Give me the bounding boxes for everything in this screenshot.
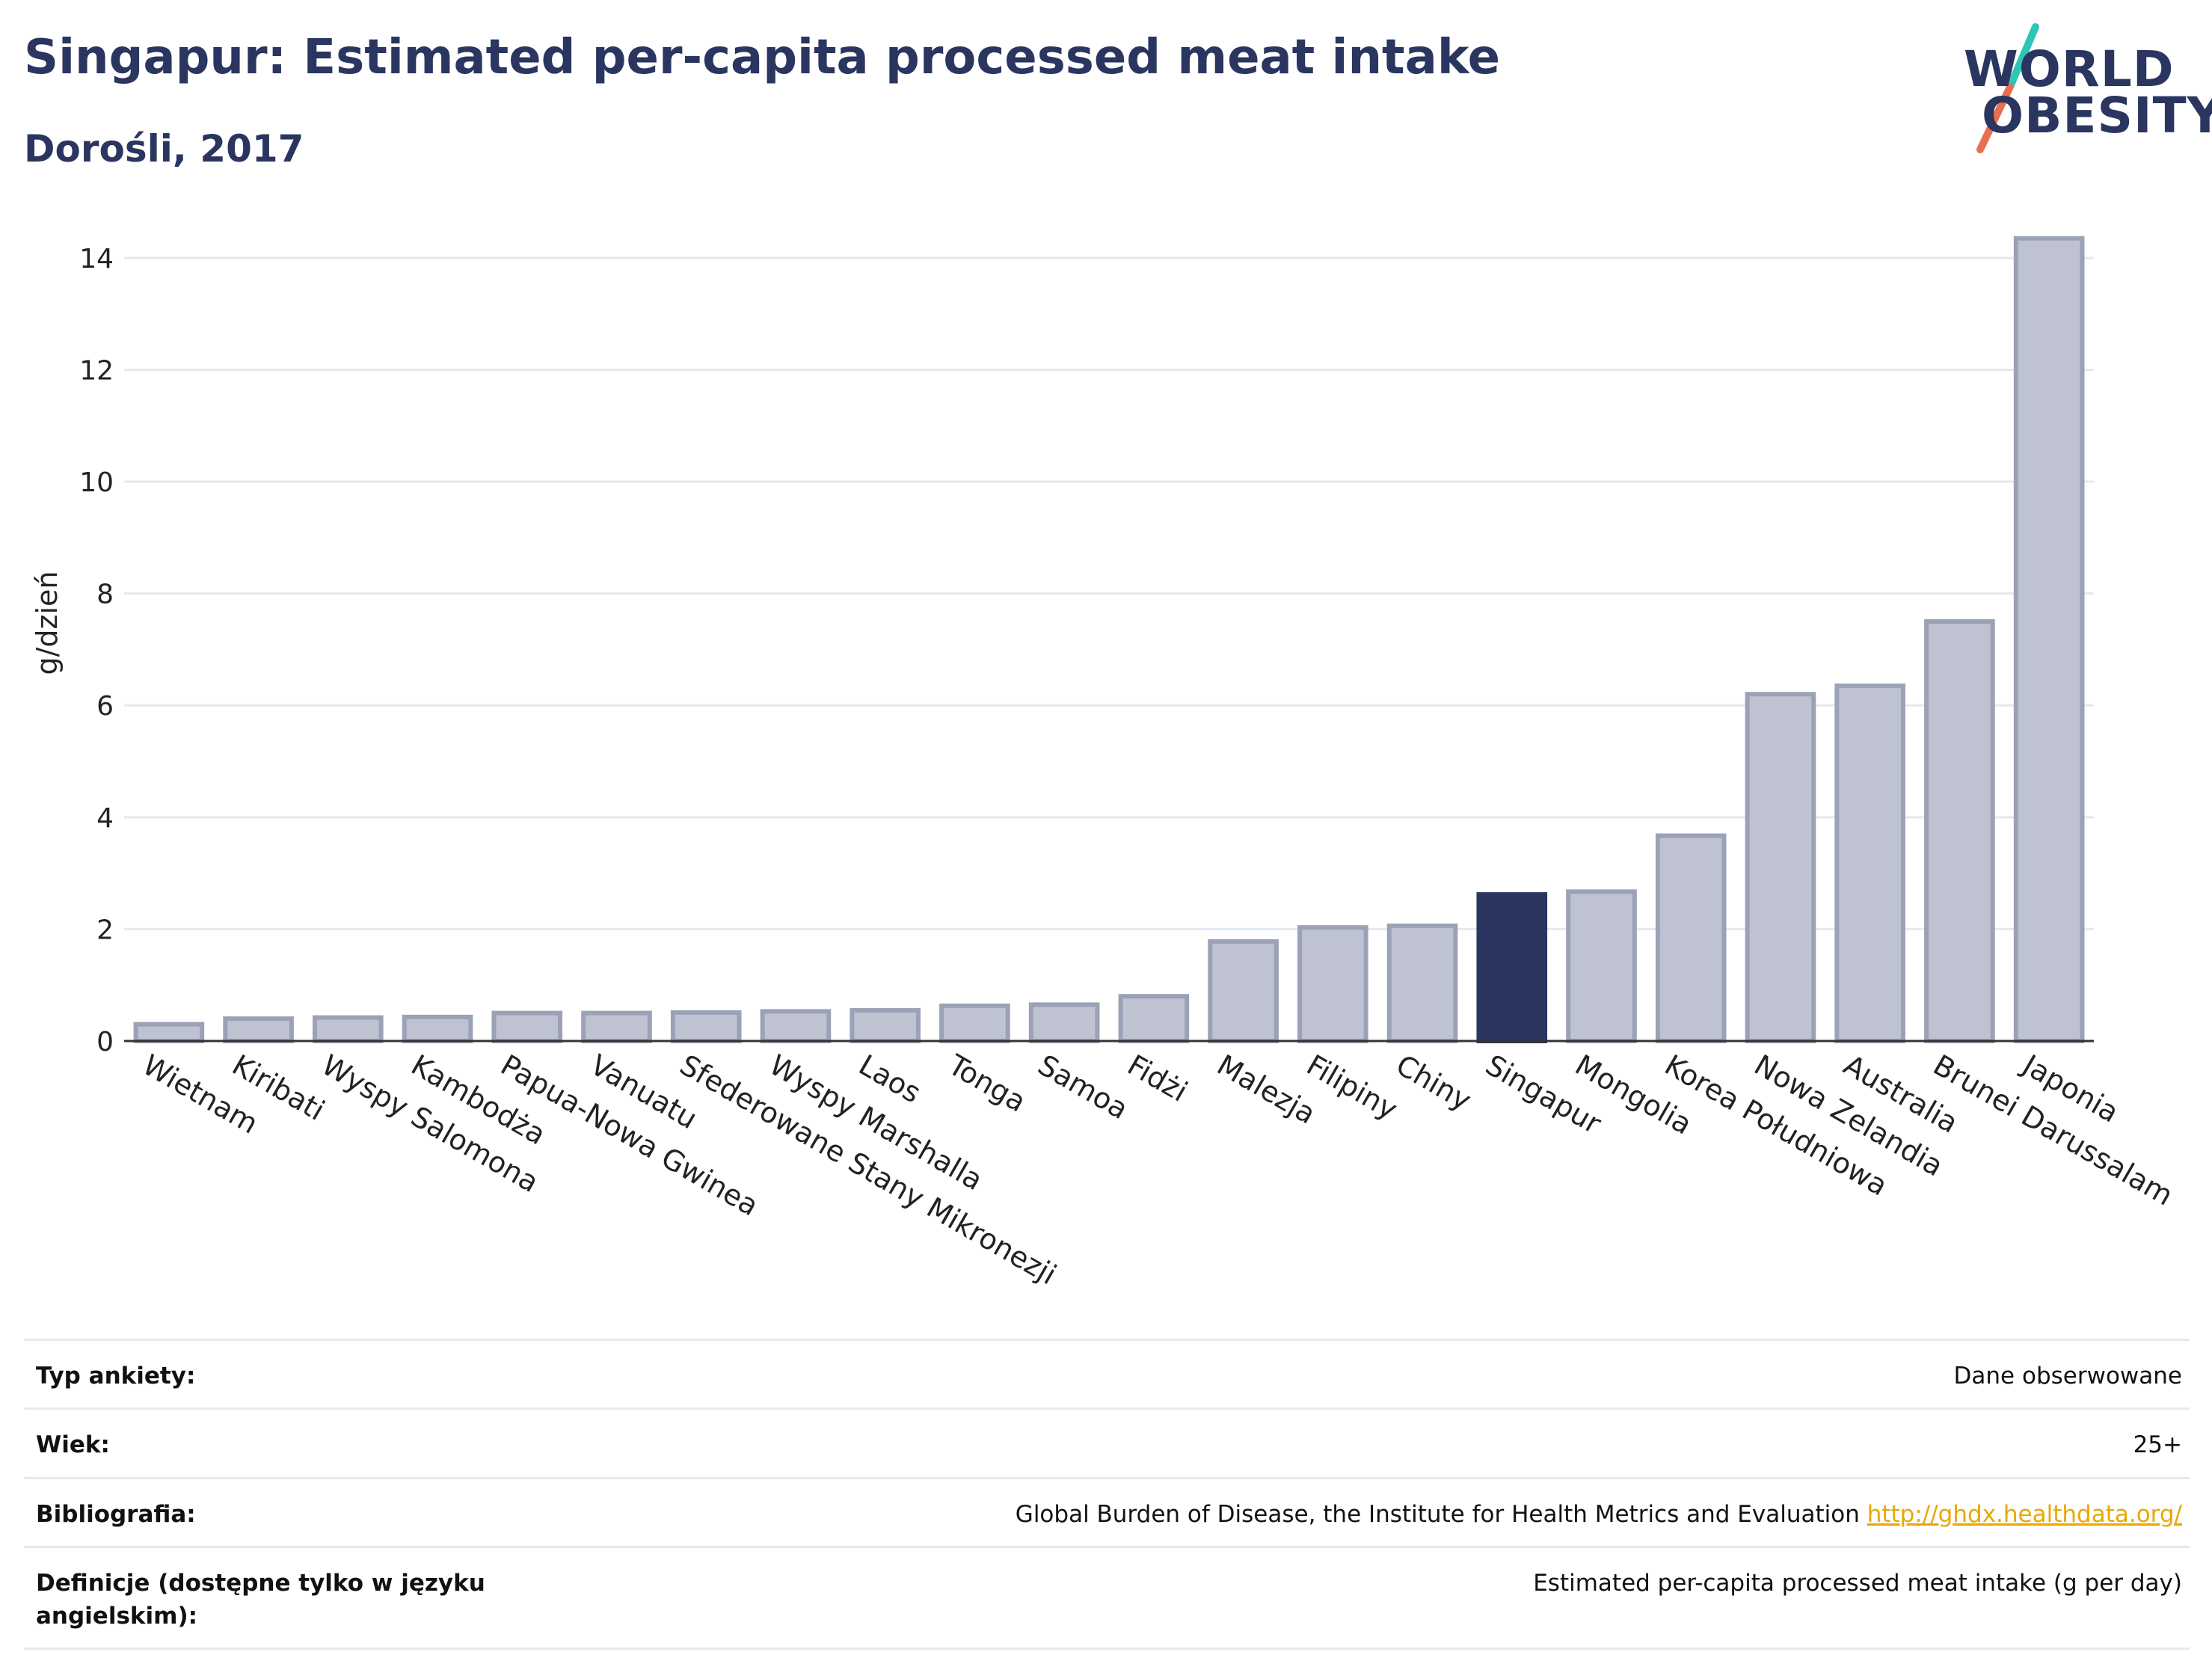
row-label: Definicje (dostępne tylko w języku angie… <box>36 1570 485 1630</box>
bar-kambod-a <box>402 1014 473 1044</box>
bar-papua-nowa-gwinea <box>491 1010 563 1044</box>
logo-word-obesity: OBESITY <box>1982 87 2212 144</box>
y-tick-label: 0 <box>96 1027 114 1057</box>
chart-title: Singapur: Estimated per-capita processed… <box>24 30 1501 85</box>
bar-brunei-darussalam <box>1924 619 1995 1043</box>
row-label: Typ ankiety: <box>36 1363 196 1390</box>
row-label: Bibliografia: <box>36 1500 196 1528</box>
y-axis-label: g/dzień <box>31 571 64 675</box>
bar-wietnam <box>133 1022 205 1044</box>
bar-laos <box>850 1007 921 1044</box>
y-axis-ticks: 0 2 4 6 8 10 12 14 <box>79 244 114 1057</box>
logo-slash-lower <box>1976 83 2014 153</box>
bar-vanuatu <box>581 1010 652 1044</box>
bar-singapur <box>1476 892 1548 1043</box>
y-tick-label: 8 <box>96 580 114 610</box>
bar-chiny <box>1386 923 1458 1044</box>
y-tick-label: 4 <box>96 803 114 834</box>
y-tick-label: 2 <box>96 915 114 945</box>
source-link[interactable]: http://ghdx.healthdata.org/ <box>1867 1500 2182 1528</box>
row-value: 25+ <box>2133 1431 2182 1459</box>
x-tick-label: Fidżi <box>1122 1048 1193 1108</box>
bar-korea-po-udniowa <box>1655 833 1727 1044</box>
row-value: Estimated per-capita processed meat inta… <box>1533 1570 2182 1597</box>
y-tick-label: 10 <box>79 467 114 498</box>
x-tick-label: Filipiny <box>1301 1048 1403 1126</box>
bar-filipiny <box>1297 925 1368 1043</box>
bar-kiribati <box>223 1016 294 1043</box>
bibliography-text: Global Burden of Disease, the Institute … <box>1015 1500 1860 1528</box>
table-row-bibliography: Bibliografia: Global Burden of Disease, … <box>24 1476 2190 1546</box>
table-row-age: Wiek: 25+ <box>24 1407 2190 1476</box>
world-obesity-logo: WORLD OBESITY <box>1944 21 2212 163</box>
logo-slash-icon <box>1976 23 2039 153</box>
x-tick-label: Samoa <box>1033 1048 1134 1126</box>
logo-slash-upper <box>2006 23 2039 90</box>
bar-wyspy-salomona <box>313 1015 384 1044</box>
bar-fid-i <box>1118 994 1190 1044</box>
y-tick-label: 14 <box>79 244 114 274</box>
bar-tonga <box>939 1003 1010 1043</box>
x-tick-label: Malezja <box>1211 1048 1321 1131</box>
y-tick-label: 12 <box>79 355 114 386</box>
bar-malezja <box>1208 939 1279 1043</box>
chart-subtitle: Dorośli, 2017 <box>24 127 304 171</box>
bar-sfederowane-stany-mikronezji <box>670 1010 742 1043</box>
bar-nowa-zelandia <box>1745 692 1816 1043</box>
bars <box>133 236 2085 1044</box>
table-row-survey-type: Typ ankiety: Dane obserwowane <box>24 1339 2190 1407</box>
logo-word-world: WORLD <box>1964 40 2175 98</box>
bar-mongolia <box>1566 889 1637 1043</box>
y-tick-label: 6 <box>96 691 114 722</box>
row-value: Dane obserwowane <box>1953 1363 2182 1390</box>
metadata-table: Typ ankiety: Dane obserwowane Wiek: 25+ … <box>24 1339 2190 1650</box>
bar-wyspy-marshalla <box>760 1009 832 1043</box>
row-label: Wiek: <box>36 1431 110 1459</box>
row-value: Global Burden of Disease, the Institute … <box>1016 1499 2182 1531</box>
x-tick-label: Tonga <box>942 1048 1031 1118</box>
table-row-definitions: Definicje (dostępne tylko w języku angie… <box>24 1546 2190 1650</box>
bar-japonia <box>2013 236 2085 1044</box>
x-tick-label: Chiny <box>1391 1048 1477 1117</box>
bar-australia <box>1834 684 1905 1043</box>
bar-samoa <box>1028 1002 1100 1043</box>
